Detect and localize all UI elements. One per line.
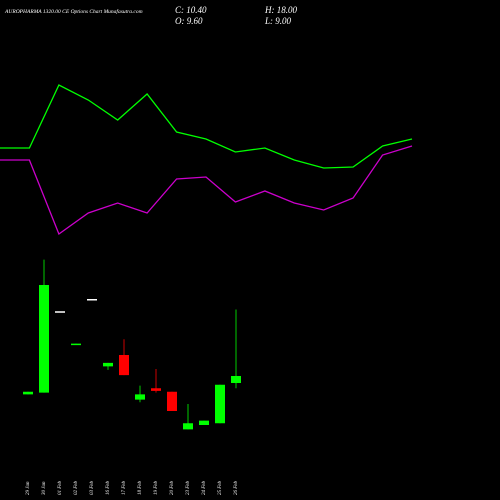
x-tick-label: 25 Feb	[218, 480, 223, 495]
candle-body	[23, 391, 33, 395]
x-tick-label: 24 Feb	[202, 480, 207, 495]
info-low: L: 9.00	[264, 16, 292, 26]
info-close: C: 10.40	[175, 5, 207, 15]
candle-body	[231, 376, 241, 383]
x-tick-label: 17 Feb	[122, 480, 127, 495]
info-open: O: 9.60	[175, 16, 203, 26]
candle-body	[135, 394, 145, 400]
x-tick-label: 03 Feb	[90, 480, 95, 495]
indicator-line	[0, 84, 413, 169]
candle-body	[103, 362, 113, 367]
candle-body	[167, 391, 177, 411]
candle-body	[199, 420, 209, 425]
x-tick-label: 23 Feb	[186, 480, 191, 495]
x-tick-label: 26 Feb	[234, 480, 239, 495]
x-tick-label: 19 Feb	[154, 480, 159, 495]
info-high: H: 18.00	[264, 5, 297, 15]
indicator-line	[0, 145, 413, 236]
candle-body	[39, 285, 49, 393]
candle-body	[71, 343, 81, 346]
x-tick-label: 29 Jan	[26, 481, 31, 495]
candle-body	[151, 388, 161, 391]
x-tick-label: 18 Feb	[138, 480, 143, 495]
candle-body	[87, 299, 97, 301]
x-tick-label: 16 Feb	[106, 480, 111, 495]
x-tick-label: 30 Jan	[42, 481, 47, 495]
x-tick-label: 01 Feb	[58, 480, 63, 495]
x-tick-label: 02 Feb	[74, 480, 79, 495]
candle-body	[215, 384, 225, 424]
candle-body	[55, 311, 65, 313]
candle-body	[119, 355, 129, 376]
x-tick-label: 20 Feb	[170, 480, 175, 495]
candle-body	[183, 423, 193, 430]
chart-title: AUROPHARMA 1320.00 CE Options Chart Muna…	[4, 8, 143, 15]
